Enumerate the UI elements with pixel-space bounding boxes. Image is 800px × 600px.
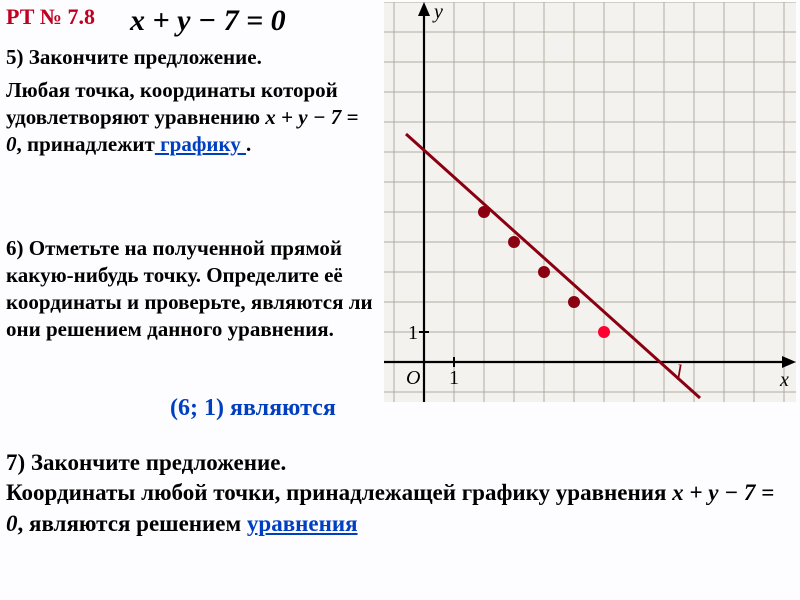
- task-7-pre: Координаты любой точки, принадлежащей гр…: [6, 480, 672, 505]
- task-7-body: Координаты любой точки, принадлежащей гр…: [6, 478, 786, 539]
- task-7-fill: уравнения: [247, 511, 358, 536]
- task-7: 7) Закончите предложение. Координаты люб…: [6, 448, 786, 539]
- task-5: 5) Закончите предложение. Любая точка, к…: [6, 44, 366, 158]
- svg-text:x: x: [779, 369, 789, 391]
- workbook-ref: РТ № 7.8: [6, 4, 95, 30]
- task-7-lead: 7) Закончите предложение.: [6, 448, 786, 478]
- svg-text:l: l: [676, 360, 682, 385]
- coordinate-graph: O 1 1 x y l: [384, 2, 796, 402]
- svg-text:1: 1: [449, 367, 459, 389]
- svg-text:1: 1: [408, 322, 418, 344]
- task-5-body: Любая точка, координаты которой удовлетв…: [6, 77, 366, 158]
- task-5-mid: , принадлежит: [17, 132, 155, 156]
- svg-text:O: O: [406, 367, 420, 389]
- svg-text:y: y: [432, 2, 443, 23]
- task-6: 6) Отметьте на полученной прямой какую-н…: [6, 235, 376, 343]
- task-5-fill: графику: [155, 132, 246, 156]
- task-5-post: .: [246, 132, 251, 156]
- task-5-lead: 5) Закончите предложение.: [6, 44, 366, 71]
- task-7-mid: , являются решением: [18, 511, 247, 536]
- task-6-answer: (6; 1) являются: [170, 395, 336, 422]
- main-equation: x + y − 7 = 0: [130, 4, 286, 38]
